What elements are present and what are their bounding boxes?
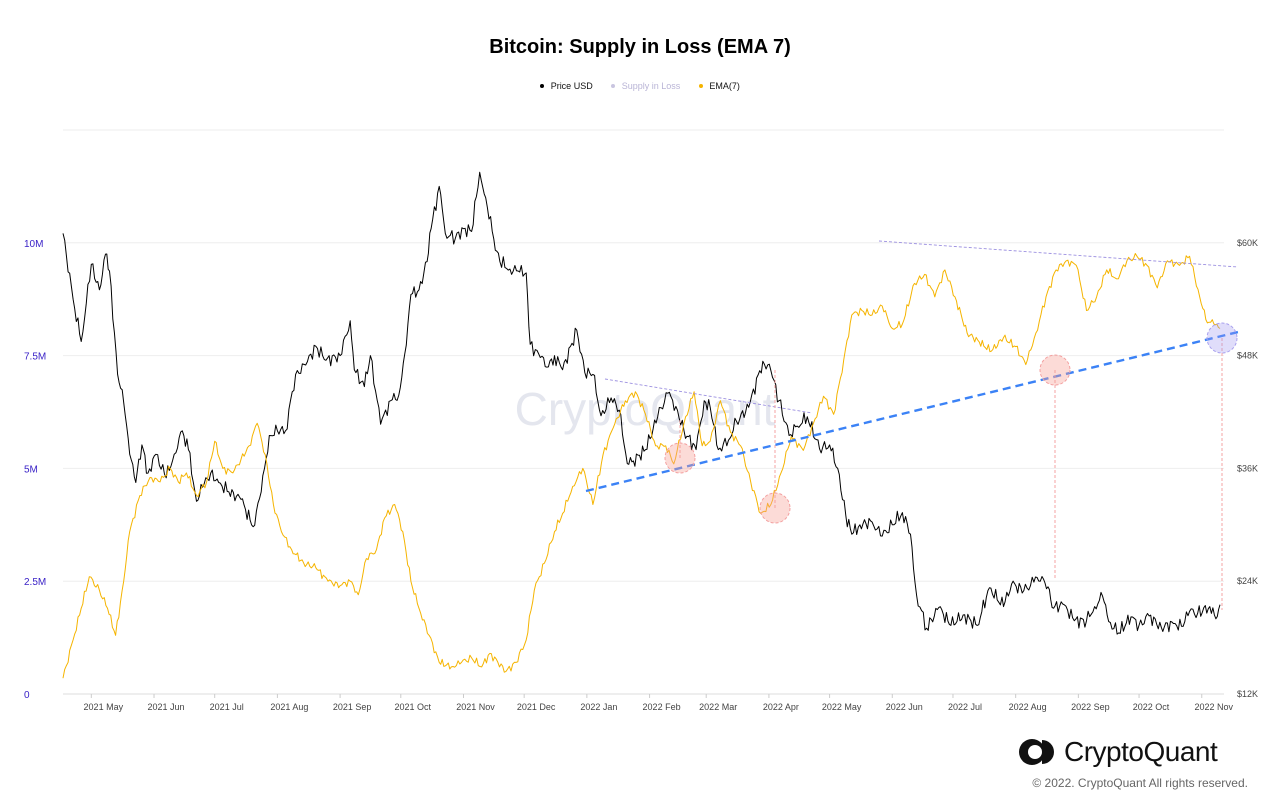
y-right-tick-label: $48K xyxy=(1237,351,1258,361)
x-tick-label: 2021 Jul xyxy=(210,702,244,712)
resistance-trendline-long xyxy=(878,240,1239,268)
x-tick-label: 2022 Jul xyxy=(948,702,982,712)
legend-label-ema: EMA(7) xyxy=(709,80,740,91)
y-right-tick-label: $24K xyxy=(1237,576,1258,586)
x-tick-label: 2021 Nov xyxy=(456,702,495,712)
y-left-tick-label: 5M xyxy=(24,464,38,475)
annotations xyxy=(585,240,1239,610)
x-tick-label: 2022 Jun xyxy=(886,702,923,712)
watermark: CryptoQuant xyxy=(515,383,776,435)
right-axis: $12K $24K $36K $48K $60K xyxy=(1237,238,1258,699)
x-tick-label: 2021 Jun xyxy=(147,702,184,712)
x-tick-label: 2021 Aug xyxy=(270,702,308,712)
y-left-tick-label: 2.5M xyxy=(24,577,46,588)
support-trendline xyxy=(585,330,1239,493)
legend-item-supply-in-loss[interactable]: Supply in Loss xyxy=(611,81,680,91)
x-tick-label: 2022 Mar xyxy=(699,702,737,712)
y-left-tick-label: 7.5M xyxy=(24,352,46,363)
y-left-tick-label: 10M xyxy=(24,239,43,250)
highlight-circle-feb xyxy=(664,442,696,474)
legend-dot-ema xyxy=(698,84,703,89)
x-tick-label: 2021 Dec xyxy=(517,702,556,712)
legend-item-price[interactable]: Price USD xyxy=(540,81,593,91)
x-tick-label: 2021 Oct xyxy=(395,702,432,712)
x-tick-label: 2021 May xyxy=(84,702,124,712)
y-left-tick-label: 0 xyxy=(24,690,30,701)
x-axis: 2021 May 2021 Jun 2021 Jul 2021 Aug 2021 Sep… xyxy=(84,694,1234,712)
x-tick-label: 2022 Jan xyxy=(580,702,617,712)
x-tick-label: 2022 Aug xyxy=(1009,702,1047,712)
legend-dot-supply-in-loss xyxy=(611,84,616,89)
brand-name: CryptoQuant xyxy=(1064,736,1218,767)
cryptoquant-logo-icon xyxy=(1019,739,1054,765)
highlight-circle-nov xyxy=(1206,322,1238,354)
brand-logo: CryptoQuant xyxy=(1018,736,1218,768)
y-right-tick-label: $36K xyxy=(1237,463,1258,473)
copyright-text: © 2022. CryptoQuant All rights reserved. xyxy=(1032,776,1248,790)
chart-title: Bitcoin: Supply in Loss (EMA 7) xyxy=(489,36,791,58)
left-axis: 0 2.5M 5M 7.5M 10M xyxy=(24,239,46,701)
y-right-tick-label: $60K xyxy=(1237,238,1258,248)
grid-lines xyxy=(63,129,1224,695)
legend-label-supply-in-loss: Supply in Loss xyxy=(621,80,681,91)
series-layer xyxy=(62,171,1221,679)
x-tick-label: 2022 Sep xyxy=(1071,702,1110,712)
legend: Price USD Supply in Loss EMA(7) xyxy=(0,80,1280,91)
x-tick-label: 2021 Sep xyxy=(333,702,372,712)
price-series-line xyxy=(62,171,1221,635)
legend-item-ema[interactable]: EMA(7) xyxy=(698,80,740,91)
ema-series-line xyxy=(62,253,1221,679)
highlight-circle-apr xyxy=(759,492,791,524)
legend-dot-price xyxy=(540,84,545,89)
highlight-circle-aug xyxy=(1039,354,1071,386)
x-tick-label: 2022 Nov xyxy=(1194,702,1233,712)
x-tick-label: 2022 Apr xyxy=(763,702,799,712)
x-tick-label: 2022 May xyxy=(822,702,862,712)
y-right-tick-label: $12K xyxy=(1237,689,1258,699)
x-tick-label: 2022 Oct xyxy=(1133,702,1170,712)
x-tick-label: 2022 Feb xyxy=(643,702,681,712)
legend-label-price: Price USD xyxy=(550,80,593,91)
